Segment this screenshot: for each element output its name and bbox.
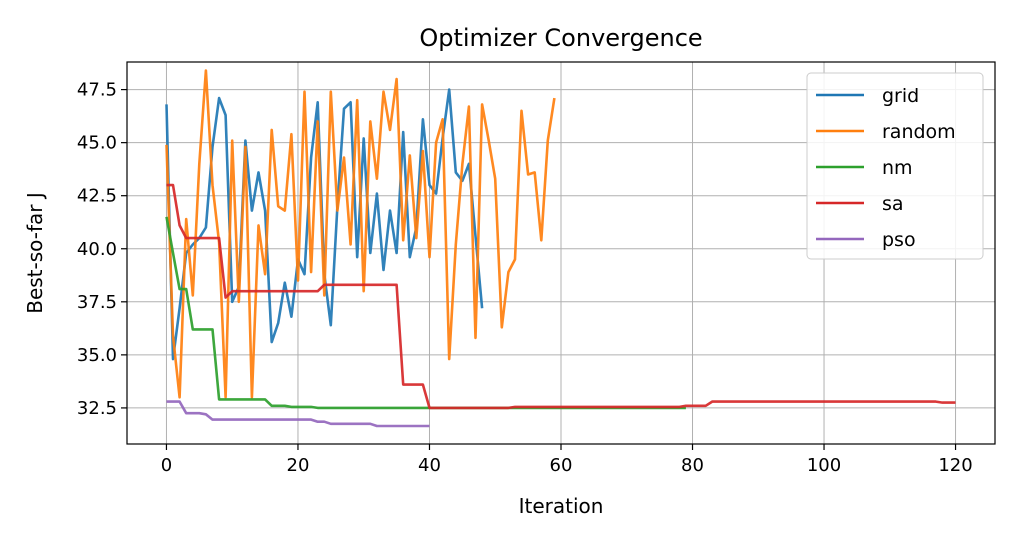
y-tick-label: 45.0 (77, 133, 117, 154)
x-tick-label: 20 (287, 455, 310, 476)
y-tick-label: 37.5 (77, 292, 117, 313)
series-line-pso (166, 400, 430, 428)
legend-label-random: random (882, 121, 956, 143)
legend-label-nm: nm (882, 157, 913, 179)
x-tick-label: 120 (938, 455, 972, 476)
legend-label-grid: grid (882, 85, 919, 107)
legend-label-pso: pso (882, 229, 916, 251)
axis-ticks: 0 20 40 60 80 100 120 32.5 35.0 37.5 40.0 42.5 45.0 4… (77, 80, 973, 476)
series-line-sa (166, 183, 956, 410)
x-axis-label: Iteration (519, 494, 604, 518)
y-tick-label: 32.5 (77, 398, 117, 419)
series-line-random (165, 69, 556, 399)
legend-box (806, 72, 984, 260)
legend-label-sa: sa (882, 193, 904, 215)
x-tick-label: 100 (807, 455, 841, 476)
series-lines (165, 69, 956, 428)
y-tick-label: 47.5 (77, 80, 117, 101)
x-tick-label: 40 (418, 455, 441, 476)
y-tick-label: 40.0 (77, 239, 117, 260)
y-tick-label: 35.0 (77, 345, 117, 366)
legend: grid random nm sa pso (806, 72, 984, 260)
x-tick-label: 80 (681, 455, 704, 476)
y-tick-label: 42.5 (77, 186, 117, 207)
x-tick-label: 60 (550, 455, 573, 476)
y-axis-label: Best-so-far J (23, 192, 47, 314)
x-tick-label: 0 (161, 455, 172, 476)
chart-title: Optimizer Convergence (419, 24, 702, 52)
